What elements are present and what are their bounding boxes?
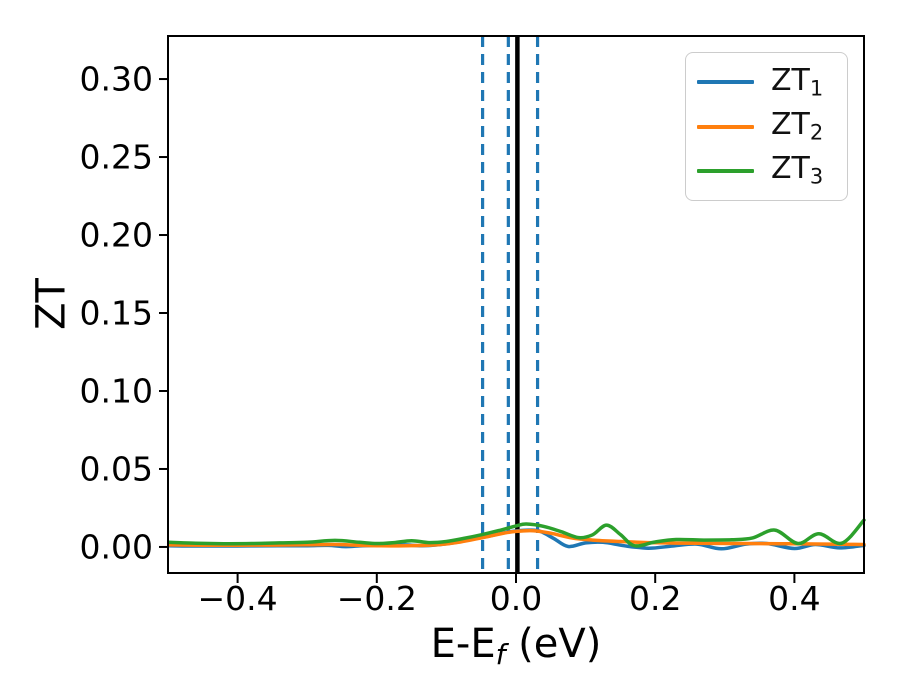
legend-entry-label: ZT1: [771, 62, 824, 101]
y-tick-label: 0.15: [80, 294, 153, 333]
x-tick-label: 0.0: [490, 579, 542, 618]
x-tick-label: 0.2: [629, 579, 681, 618]
legend-entry-label: ZT2: [771, 106, 824, 145]
legend-entry-label: ZT3: [771, 150, 824, 189]
legend-entry-ZT2: ZT2: [686, 106, 847, 145]
x-tick-label: −0.4: [198, 579, 278, 618]
y-tick-label: 0.20: [80, 216, 153, 255]
y-tick-label: 0.25: [80, 138, 153, 177]
y-axis-label: ZT: [29, 278, 75, 330]
axes-ticks-group: −0.4 −0.2 0.0 0.2 0.4 0.00 0.05 0.10 0.15 0.20 0.2…: [80, 60, 821, 618]
legend-entry-ZT3: ZT3: [686, 150, 847, 189]
legend-line-swatch: [697, 168, 754, 173]
x-tick-label: −0.2: [337, 579, 417, 618]
series-line-ZT2: [167, 528, 866, 548]
y-tick-label: 0.00: [80, 527, 153, 566]
x-tick-label: 0.4: [768, 579, 820, 618]
axes-border: [167, 35, 865, 574]
y-tick-label: 0.05: [80, 449, 153, 488]
x-axis-label-post: (eV): [505, 621, 601, 667]
x-axis-label: E-Ef (eV): [431, 621, 602, 671]
x-axis-label-pre: E-E: [431, 621, 496, 667]
y-tick-label: 0.10: [80, 371, 153, 410]
legend-entry-ZT1: ZT1: [686, 62, 847, 101]
legend-box: ZT1 ZT2 ZT3: [685, 52, 848, 201]
curves-group: [167, 518, 866, 551]
y-tick-label: 0.30: [80, 60, 153, 99]
vlines-group: [480, 36, 540, 573]
series-line-ZT3: [167, 518, 866, 548]
legend-line-swatch: [697, 124, 754, 129]
legend-line-swatch: [697, 80, 754, 85]
